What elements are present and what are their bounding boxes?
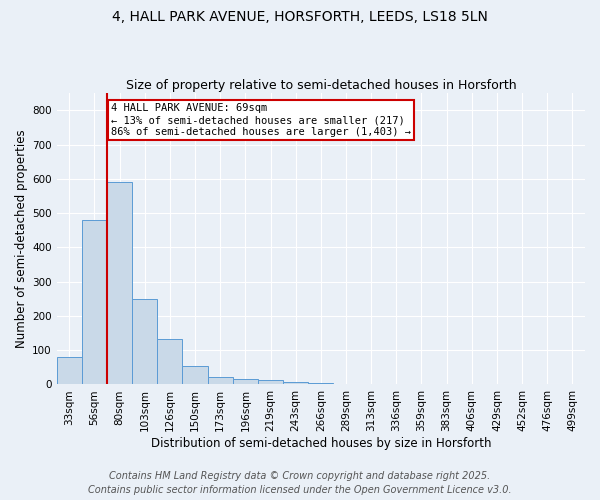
- Bar: [258, 380, 283, 384]
- Bar: [132, 299, 157, 384]
- Bar: [308, 382, 334, 384]
- Bar: [157, 339, 182, 384]
- Bar: [107, 182, 132, 384]
- Bar: [182, 366, 208, 384]
- Text: 4 HALL PARK AVENUE: 69sqm
← 13% of semi-detached houses are smaller (217)
86% of: 4 HALL PARK AVENUE: 69sqm ← 13% of semi-…: [111, 104, 411, 136]
- Bar: [233, 378, 258, 384]
- Text: 4, HALL PARK AVENUE, HORSFORTH, LEEDS, LS18 5LN: 4, HALL PARK AVENUE, HORSFORTH, LEEDS, L…: [112, 10, 488, 24]
- Title: Size of property relative to semi-detached houses in Horsforth: Size of property relative to semi-detach…: [125, 79, 516, 92]
- Bar: [208, 377, 233, 384]
- X-axis label: Distribution of semi-detached houses by size in Horsforth: Distribution of semi-detached houses by …: [151, 437, 491, 450]
- Bar: [56, 357, 82, 384]
- Bar: [283, 382, 308, 384]
- Bar: [82, 220, 107, 384]
- Text: Contains HM Land Registry data © Crown copyright and database right 2025.
Contai: Contains HM Land Registry data © Crown c…: [88, 471, 512, 495]
- Y-axis label: Number of semi-detached properties: Number of semi-detached properties: [15, 130, 28, 348]
